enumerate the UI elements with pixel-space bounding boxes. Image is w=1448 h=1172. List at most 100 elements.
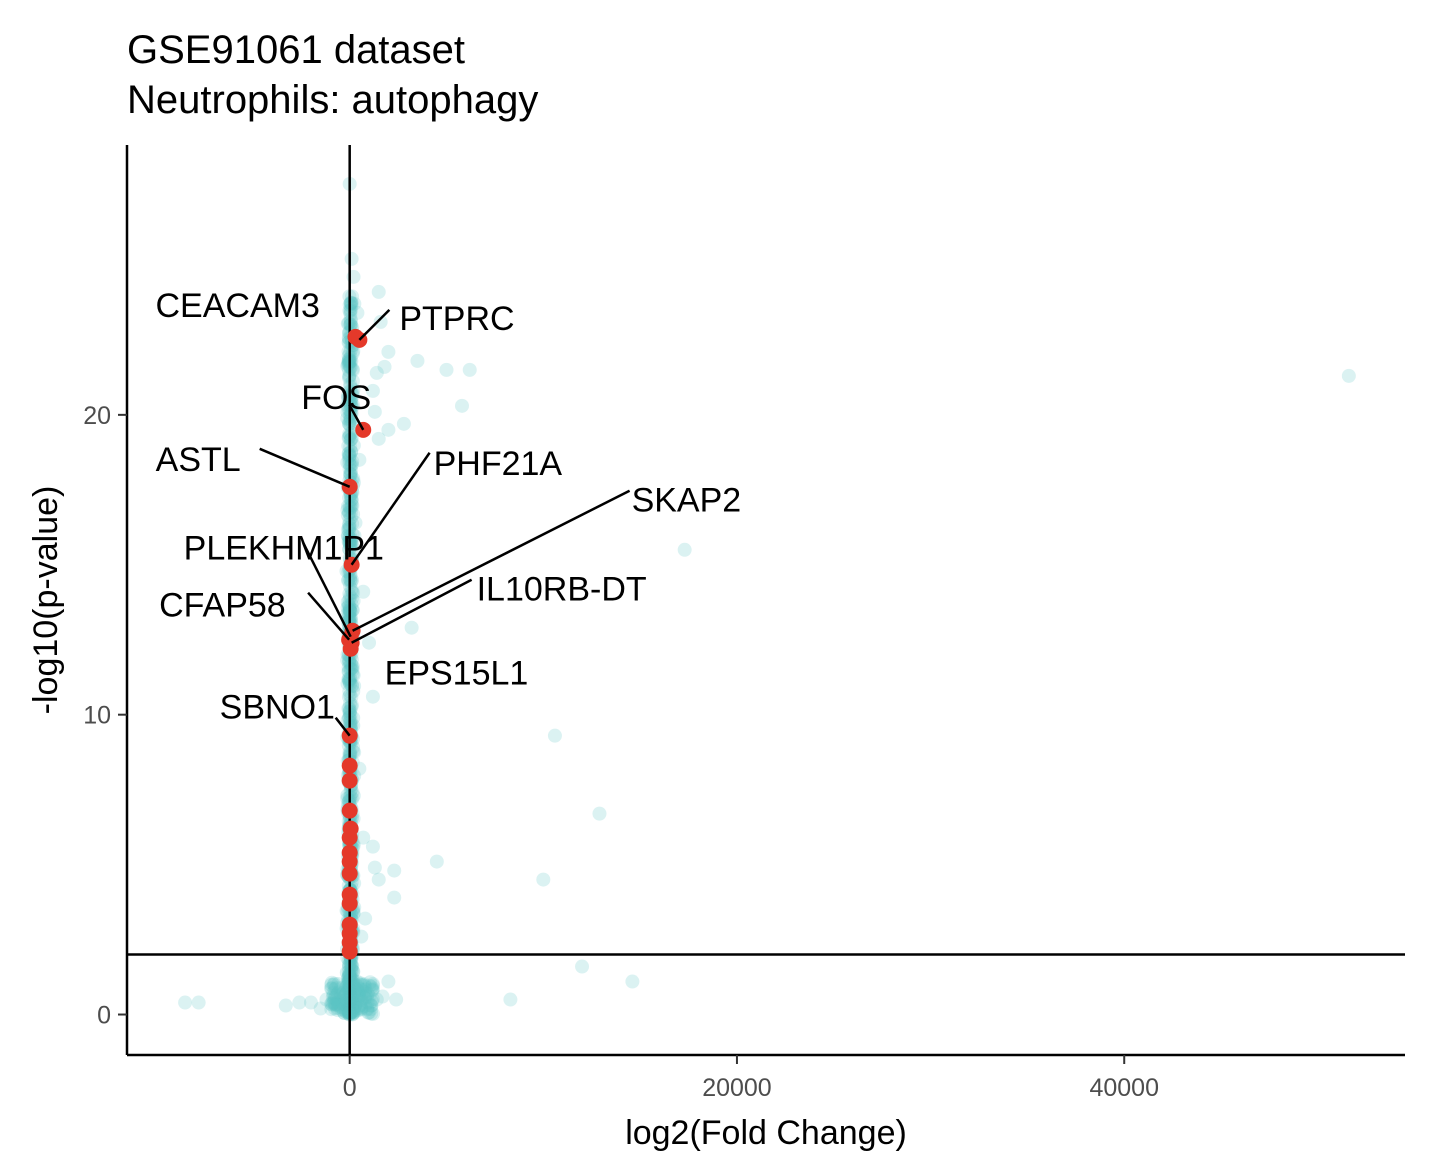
background-gene-point	[344, 657, 359, 672]
background-gene-point	[344, 992, 359, 1007]
background-gene-point	[357, 990, 372, 1005]
background-gene-point	[365, 983, 380, 998]
background-gene-point	[330, 1000, 345, 1015]
background-gene-point	[178, 995, 193, 1010]
background-gene-point	[352, 998, 367, 1013]
background-gene-point	[365, 689, 380, 704]
background-gene-point	[329, 988, 344, 1003]
background-gene-point	[331, 997, 346, 1012]
background-gene-point	[356, 830, 371, 845]
background-gene-point	[367, 860, 382, 875]
background-gene-point	[358, 991, 373, 1006]
background-gene-point	[362, 1005, 377, 1020]
background-gene-point	[360, 1001, 375, 1016]
background-gene-point	[354, 1001, 369, 1016]
background-gene-point	[375, 989, 390, 1004]
background-gene-point	[367, 404, 382, 419]
gene-label-phf21a: PHF21A	[434, 445, 563, 483]
background-gene-point	[343, 986, 358, 1001]
background-gene-point	[341, 664, 356, 679]
background-gene-point	[341, 573, 356, 588]
background-gene-point	[344, 690, 359, 705]
gene-label-il10rb-dt: IL10RB-DT	[477, 571, 647, 609]
background-gene-point	[365, 1006, 380, 1021]
background-gene-point	[352, 452, 367, 467]
background-gene-point	[364, 1006, 379, 1021]
background-gene-point	[389, 992, 404, 1007]
background-gene-point	[363, 975, 378, 990]
background-gene-point	[350, 1001, 365, 1016]
background-gene-point	[292, 995, 307, 1010]
background-gene-point	[354, 929, 369, 944]
background-gene-point	[592, 806, 607, 821]
x-tick-label: 0	[343, 1074, 357, 1102]
background-gene-point	[344, 980, 359, 995]
background-gene-point	[341, 971, 356, 986]
background-gene-point	[327, 976, 342, 991]
background-gene-point	[462, 362, 477, 377]
background-gene-point	[344, 582, 359, 597]
background-gene-point	[330, 994, 345, 1009]
background-gene-point	[344, 500, 359, 515]
background-gene-point	[340, 499, 355, 514]
autophagy-gene-point	[341, 943, 358, 960]
background-gene-point	[341, 1003, 356, 1018]
background-gene-point	[360, 986, 375, 1001]
autophagy-gene-point	[341, 757, 358, 774]
background-gene-point	[334, 981, 349, 996]
background-gene-point	[343, 999, 358, 1014]
background-gene-point	[340, 508, 355, 523]
background-gene-point	[353, 998, 368, 1013]
background-gene-point	[325, 995, 340, 1010]
background-gene-point	[351, 987, 366, 1002]
background-gene-point	[345, 346, 360, 361]
background-gene-point	[358, 988, 373, 1003]
label-leader-phf21a	[350, 452, 431, 566]
background-gene-point	[336, 986, 351, 1001]
background-gene-point	[373, 314, 388, 329]
background-gene-point	[325, 990, 340, 1005]
background-gene-point	[344, 463, 359, 478]
background-gene-point	[575, 959, 590, 974]
background-gene-point	[363, 998, 378, 1013]
y-tick-label: 0	[97, 1002, 111, 1030]
background-gene-point	[344, 444, 359, 459]
background-gene-point	[362, 989, 377, 1004]
background-gene-point	[324, 996, 339, 1011]
background-gene-point	[344, 1002, 359, 1017]
background-gene-point	[337, 1005, 352, 1020]
background-gene-point	[341, 1000, 356, 1015]
background-gene-point	[303, 995, 318, 1010]
background-gene-point	[349, 974, 364, 989]
chart-title: GSE91061 dataset	[127, 28, 466, 72]
background-gene-point	[344, 611, 359, 626]
label-leader-cfap58	[307, 591, 351, 641]
background-gene-point	[340, 713, 355, 728]
background-gene-point	[344, 980, 359, 995]
x-tick-label: 20000	[702, 1074, 772, 1102]
background-gene-point	[344, 536, 359, 551]
background-gene-point	[340, 975, 355, 990]
background-gene-point	[344, 591, 359, 606]
background-gene-point	[348, 998, 363, 1013]
background-gene-point	[344, 677, 359, 692]
x-axis-title: log2(Fold Change)	[625, 1114, 907, 1152]
background-gene-point	[341, 1006, 356, 1021]
background-gene-point	[365, 977, 380, 992]
background-gene-point	[343, 1005, 358, 1020]
background-gene-point	[344, 699, 359, 714]
background-gene-point	[340, 357, 355, 372]
background-gene-point	[344, 574, 359, 589]
background-gene-point	[353, 988, 368, 1003]
background-gene-point	[344, 467, 359, 482]
background-gene-point	[361, 1005, 376, 1020]
background-gene-point	[360, 1002, 375, 1017]
autophagy-gene-point	[341, 895, 358, 912]
background-gene-point	[341, 996, 356, 1011]
background-gene-point	[387, 890, 402, 905]
background-gene-point	[344, 498, 359, 513]
background-gene-point	[371, 284, 386, 299]
background-gene-point	[439, 362, 454, 377]
background-gene-point	[352, 984, 367, 999]
background-gene-point	[347, 528, 362, 543]
